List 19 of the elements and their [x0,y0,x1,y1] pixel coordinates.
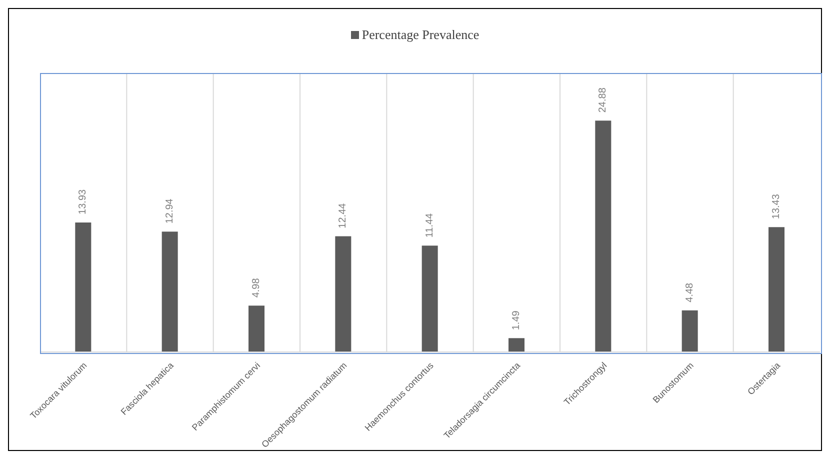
data-label: 24.88 [598,87,609,113]
bar [75,222,92,352]
bar [508,338,524,352]
bar [595,120,612,352]
data-label: 4.48 [684,282,696,302]
data-label: 4.98 [251,278,262,298]
data-label: 13.93 [78,188,89,214]
bar [682,310,698,352]
bar [248,306,264,352]
data-label: 12.94 [164,198,176,224]
data-label: 1.49 [511,310,522,330]
bar [335,236,352,352]
data-label: 13.43 [771,194,782,220]
legend-label: Percentage Prevalence [360,27,480,43]
data-label: 12.44 [338,202,349,228]
bar [422,246,438,352]
bar [162,232,178,352]
data-label: 11.44 [424,212,436,238]
bar [768,227,784,352]
